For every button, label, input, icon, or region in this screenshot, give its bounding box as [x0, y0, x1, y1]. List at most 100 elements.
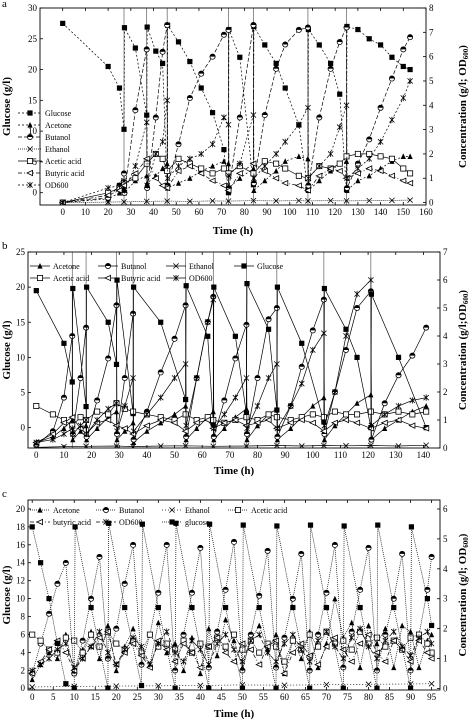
data-point: [33, 402, 40, 409]
data-point: [105, 405, 112, 412]
data-point: [337, 91, 343, 97]
data-point: [365, 165, 373, 172]
data-point: [225, 198, 232, 204]
data-point: [281, 682, 288, 689]
x-tick-label: 60: [280, 692, 290, 702]
data-point: [220, 31, 227, 38]
data-point: [237, 54, 243, 60]
data-point: [96, 628, 103, 635]
data-point: [132, 45, 138, 51]
data-point: [33, 439, 40, 446]
data-point: [155, 589, 162, 596]
x-tick-label: 40: [142, 450, 152, 460]
data-point: [374, 685, 380, 690]
data-point: [389, 637, 397, 644]
data-point: [327, 150, 334, 158]
data-point: [382, 631, 389, 638]
legend-marker: [26, 157, 33, 164]
data-point: [395, 402, 402, 410]
data-point: [424, 595, 430, 602]
data-point: [256, 604, 262, 611]
data-point: [171, 658, 179, 665]
data-point: [179, 640, 187, 647]
y-left-tick-label: 5: [33, 157, 38, 167]
data-point: [54, 655, 61, 662]
data-point: [295, 172, 302, 179]
data-point: [344, 175, 350, 182]
data-point: [186, 198, 193, 205]
data-point: [130, 541, 137, 548]
data-point: [381, 658, 389, 665]
x-tick-label: 60: [198, 450, 208, 460]
data-point: [407, 66, 413, 73]
x-tick-label: 0: [60, 207, 65, 217]
data-point: [316, 42, 322, 48]
legend-label: Butyric acid: [45, 169, 84, 178]
legend-label: Acetone: [53, 262, 80, 271]
data-point: [310, 403, 316, 409]
data-point: [132, 162, 139, 170]
data-point: [288, 649, 296, 656]
data-point: [343, 197, 350, 204]
data-point: [305, 197, 311, 204]
data-point: [96, 643, 103, 650]
y-right-tick-label: 6: [443, 504, 448, 514]
chart-panel-c: c0 5 10 15 20 25 30 35 40 45 50 55 60 65 70 75 80 85 90 950…: [1, 488, 470, 720]
data-point: [331, 541, 338, 548]
y-right-tick-label: 4: [443, 331, 448, 341]
data-point: [309, 346, 316, 354]
data-point: [366, 425, 374, 432]
data-point: [116, 182, 123, 189]
data-point: [323, 604, 330, 611]
data-point: [213, 634, 221, 641]
data-point: [122, 428, 128, 434]
data-point: [366, 197, 373, 204]
data-point: [37, 661, 44, 668]
legend-label: Ethanol: [185, 506, 211, 515]
y-right-tick-label: 2: [443, 387, 448, 397]
data-point: [273, 658, 279, 665]
data-point: [408, 422, 416, 429]
data-point: [113, 683, 120, 689]
data-point: [222, 643, 229, 650]
data-point: [205, 333, 211, 339]
data-point: [142, 422, 150, 429]
data-point: [250, 22, 257, 29]
data-point: [180, 631, 187, 638]
data-point: [343, 332, 349, 340]
x-tick-label: 35: [175, 692, 185, 702]
series-line: [36, 444, 427, 448]
data-point: [164, 160, 170, 167]
data-point: [152, 150, 159, 158]
data-point: [221, 425, 227, 431]
data-point: [354, 165, 361, 172]
data-point: [226, 172, 232, 179]
data-point: [244, 425, 250, 432]
y-right-tick-label: 3: [443, 594, 448, 604]
y-right-tick-label: 3: [443, 359, 448, 369]
data-point: [129, 430, 137, 438]
legend-label: OD600: [189, 274, 213, 283]
data-point: [303, 187, 311, 194]
x-tick-label: 20: [112, 692, 122, 702]
data-point: [105, 63, 111, 70]
data-point: [105, 184, 112, 192]
y-left-tick-label: 18: [16, 522, 26, 532]
data-point: [342, 346, 349, 353]
data-point: [367, 442, 374, 448]
data-point: [357, 604, 363, 611]
data-point: [407, 634, 414, 641]
data-point: [105, 319, 111, 325]
data-point: [254, 402, 261, 410]
series-ethanol: [33, 442, 430, 448]
data-point: [273, 360, 280, 368]
data-point: [304, 24, 311, 31]
data-point: [273, 160, 280, 167]
data-point: [83, 324, 90, 331]
data-point: [355, 26, 361, 33]
data-point: [83, 443, 89, 448]
data-point: [261, 112, 268, 119]
legend: Glucose Acetone Butanol Ethanol Acetic acid B…: [18, 109, 84, 190]
y-left-tick-label: 8: [21, 612, 26, 622]
data-point: [198, 150, 205, 158]
